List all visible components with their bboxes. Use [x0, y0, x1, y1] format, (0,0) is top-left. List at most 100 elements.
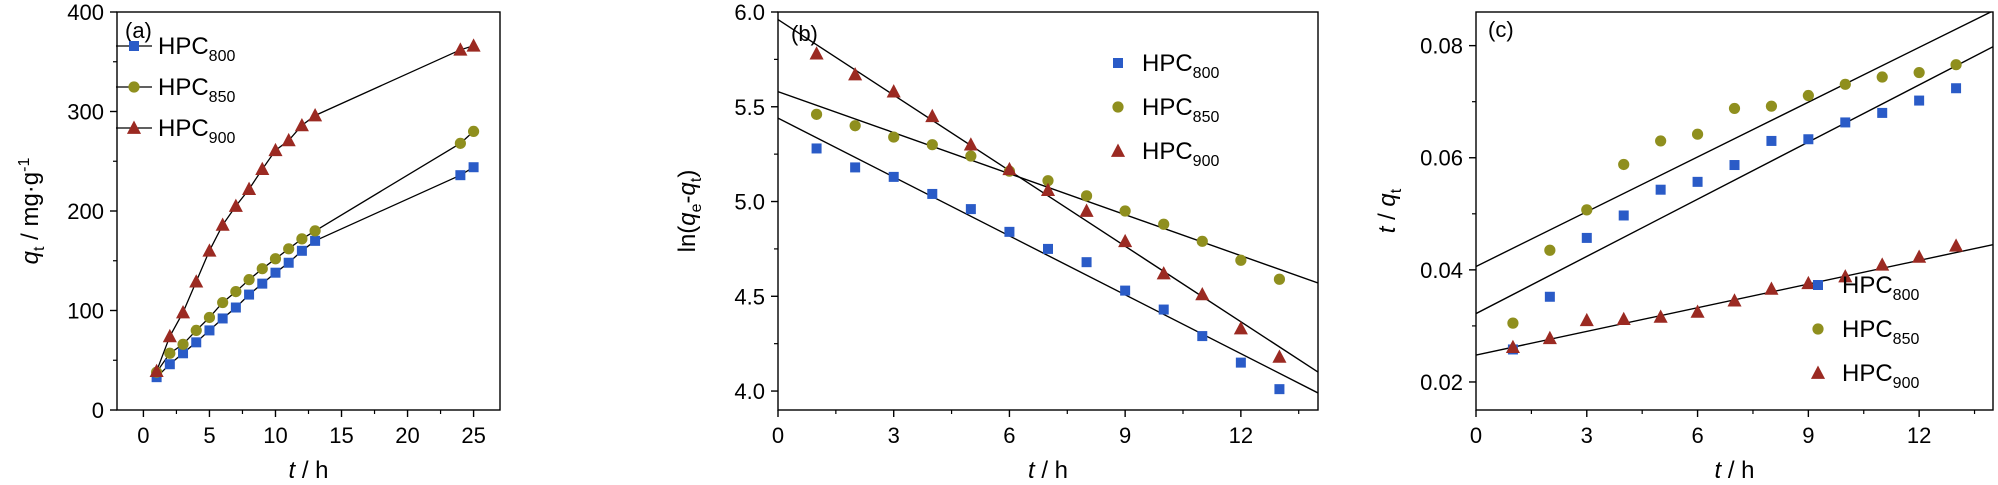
y-tick-label-a: 100 — [67, 299, 104, 324]
data-point-HPC800 — [1655, 184, 1666, 195]
x-tick-label-b: 6 — [1003, 423, 1015, 448]
y-tick-label-b: 6.0 — [734, 0, 765, 25]
data-point-HPC850 — [203, 311, 216, 324]
data-point-HPC850 — [926, 139, 938, 151]
data-point-HPC900 — [202, 243, 217, 257]
y-tick-label-a: 0 — [92, 398, 104, 423]
y-tick-label-b: 5.0 — [734, 190, 765, 215]
data-point-HPC850 — [1802, 89, 1814, 102]
data-point-HPC900 — [1156, 266, 1171, 280]
data-point-HPC850 — [810, 108, 823, 120]
x-tick-label-a: 20 — [395, 423, 419, 448]
data-point-HPC800 — [244, 289, 255, 300]
fit-line-HPC800 — [1476, 46, 1993, 315]
data-point-HPC850 — [1273, 273, 1286, 285]
plot-frame-b — [777, 11, 1319, 411]
chart-panel-b: 0 3 6 9 12 4.0 4.5 5.0 5.5 6.0 t / h ln(qe-qt) (b) HP… — [674, 0, 1319, 484]
data-point-HPC850 — [467, 125, 480, 137]
x-axis-label-b: t / h — [1028, 457, 1068, 484]
data-point-HPC850 — [1950, 59, 1962, 71]
data-point-HPC800 — [257, 278, 268, 289]
data-point-HPC850 — [1839, 78, 1851, 90]
data-point-HPC850 — [256, 263, 268, 275]
chart-panel-a: 0 5 10 15 20 25 0 100 200 300 400 t / h qt / mg·g-1 (… — [16, 0, 501, 484]
data-point-HPC850 — [1544, 244, 1556, 256]
data-point-HPC800 — [1951, 83, 1962, 94]
plot-frame-c — [1475, 11, 1994, 411]
data-point-HPC800 — [296, 245, 307, 256]
data-point-HPC900 — [242, 181, 257, 195]
x-tick-label-c: 0 — [1470, 423, 1482, 448]
data-point-HPC800 — [1618, 210, 1629, 221]
data-point-HPC800 — [850, 162, 861, 173]
series-line-HPC800 — [156, 166, 474, 378]
data-point-HPC850 — [190, 324, 202, 336]
data-point-HPC850 — [454, 137, 466, 149]
data-point-HPC800 — [230, 302, 241, 313]
data-point-HPC800 — [164, 359, 175, 370]
data-point-HPC850 — [230, 285, 242, 298]
data-point-HPC800 — [927, 188, 938, 199]
data-point-HPC900 — [1233, 321, 1248, 335]
legend-marker — [1813, 280, 1823, 290]
legend-label: HPC800 — [1842, 272, 1919, 304]
series-line-HPC850 — [156, 130, 475, 373]
data-point-HPC850 — [217, 296, 229, 309]
data-point-HPC900 — [848, 67, 863, 81]
data-point-HPC800 — [965, 204, 976, 215]
data-point-HPC900 — [1002, 161, 1017, 176]
data-point-HPC800 — [1235, 357, 1246, 368]
data-point-HPC900 — [308, 108, 323, 122]
data-point-HPC900 — [1653, 309, 1668, 323]
data-point-HPC800 — [1692, 176, 1703, 187]
data-point-HPC800 — [1043, 243, 1053, 254]
data-point-HPC800 — [1081, 257, 1092, 268]
x-tick-label-b: 3 — [888, 423, 900, 448]
data-point-HPC900 — [1118, 233, 1133, 248]
panel-label-a: (a) — [125, 18, 152, 43]
data-point-HPC800 — [1274, 384, 1285, 395]
data-point-HPC900 — [1195, 286, 1210, 301]
data-point-HPC800 — [455, 170, 466, 181]
data-point-HPC850 — [1876, 71, 1888, 83]
data-point-HPC900 — [1949, 238, 1964, 252]
data-point-HPC850 — [164, 347, 176, 359]
legend-marker — [1110, 143, 1126, 157]
data-point-HPC800 — [1581, 232, 1592, 243]
x-axis-label-a: t / h — [288, 457, 328, 484]
data-point-HPC800 — [204, 325, 215, 336]
data-point-HPC800 — [1914, 95, 1925, 106]
x-tick-label-a: 0 — [137, 423, 149, 448]
data-point-HPC850 — [965, 150, 977, 162]
x-tick-label-c: 9 — [1802, 423, 1814, 448]
data-point-HPC800 — [1158, 304, 1169, 315]
data-point-HPC850 — [296, 233, 308, 245]
legend-label: HPC850 — [1142, 94, 1219, 126]
data-point-HPC900 — [228, 198, 243, 212]
y-tick-label-c: 0.02 — [1420, 370, 1463, 395]
data-point-HPC850 — [888, 131, 900, 143]
data-point-HPC900 — [1727, 293, 1742, 307]
data-point-HPC900 — [809, 46, 824, 60]
x-tick-label-a: 10 — [263, 423, 287, 448]
legend-label: HPC900 — [158, 115, 235, 147]
data-point-HPC900 — [1542, 330, 1557, 345]
data-point-HPC900 — [1616, 311, 1631, 326]
legend-a: HPC800 HPC850 HPC900 — [116, 33, 235, 147]
data-point-HPC900 — [453, 42, 468, 56]
y-tick-label-a: 300 — [67, 100, 104, 125]
y-tick-label-c: 0.04 — [1420, 258, 1463, 283]
legend-label: HPC800 — [1142, 50, 1219, 82]
legend-marker — [1113, 58, 1123, 68]
legend-marker — [129, 41, 139, 51]
data-point-HPC900 — [1764, 281, 1779, 295]
data-point-HPC850 — [1042, 175, 1054, 187]
data-point-HPC800 — [1729, 160, 1740, 171]
data-point-HPC900 — [215, 217, 230, 231]
x-tick-label-b: 12 — [1229, 423, 1253, 448]
data-point-HPC900 — [466, 38, 481, 52]
y-axis-label-b: ln(qe-qt) — [674, 170, 705, 253]
data-point-HPC900 — [1579, 312, 1594, 327]
data-point-HPC850 — [243, 274, 255, 286]
